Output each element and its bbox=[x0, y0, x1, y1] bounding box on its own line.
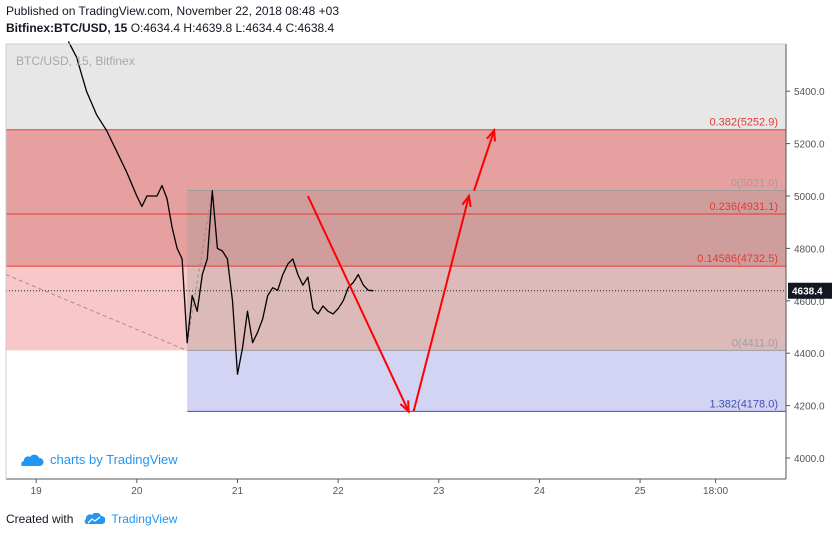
y-tick-label-5: 5000.0 bbox=[794, 192, 825, 203]
created-with-label: Created with bbox=[6, 512, 74, 526]
tv-watermark-label: charts by TradingView bbox=[50, 452, 178, 467]
symbol-watermark: BTC/USD, 15, Bitfinex bbox=[16, 54, 135, 68]
zone-box-gray bbox=[187, 190, 787, 351]
y-tick-label-0: 4000.0 bbox=[794, 454, 825, 465]
arrow-head-0 bbox=[399, 400, 410, 414]
symbol-line: Bitfinex:BTC/USD, 15 O:4634.4 H:4639.8 L… bbox=[6, 21, 334, 35]
published-line: Published on TradingView.com, November 2… bbox=[6, 4, 339, 18]
ohlc-values: O:4634.4 H:4639.8 L:4634.4 C:4638.4 bbox=[130, 21, 335, 35]
arrow-head-1 bbox=[461, 193, 472, 208]
y-tick-label-7: 5400.0 bbox=[794, 87, 825, 98]
fib-label-5: 1.382(4178.0) bbox=[710, 398, 779, 410]
x-tick-label-4: 23 bbox=[433, 486, 445, 497]
arrow-line-1 bbox=[412, 195, 470, 412]
y-tick-label-4: 4800.0 bbox=[794, 244, 825, 255]
y-tick-label-3: 4600.0 bbox=[794, 297, 825, 308]
zone-fib-blue bbox=[187, 350, 787, 412]
y-tick-label-2: 4400.0 bbox=[794, 349, 825, 360]
arrow-head-2 bbox=[486, 128, 496, 142]
fib-label-4: 0(4411.0) bbox=[732, 337, 778, 349]
diag-line-dashed bbox=[186, 190, 213, 343]
trend-line-dashed bbox=[5, 274, 188, 352]
fib-label-2: 0.236(4931.1) bbox=[710, 201, 779, 213]
footer: Created with TradingView bbox=[6, 512, 177, 526]
zone-fib-red bbox=[6, 129, 786, 267]
zone-fib-pink bbox=[6, 266, 786, 351]
x-tick-label-1: 20 bbox=[131, 486, 143, 497]
x-tick-label-2: 21 bbox=[232, 486, 244, 497]
tv-cloud-icon bbox=[21, 454, 44, 466]
zone-upper-gray bbox=[6, 44, 786, 130]
y-tick-label-1: 4200.0 bbox=[794, 402, 825, 413]
arrow-line-2 bbox=[473, 130, 496, 192]
x-tick-label-6: 25 bbox=[635, 486, 647, 497]
x-tick-label-5: 24 bbox=[534, 486, 546, 497]
x-tick-label-0: 19 bbox=[31, 486, 43, 497]
tv-watermark: charts by TradingView bbox=[21, 452, 178, 467]
arrow-line-0 bbox=[307, 195, 410, 412]
fib-label-1: 0(5021.0) bbox=[731, 177, 778, 189]
y-tick-label-6: 5200.0 bbox=[794, 140, 825, 151]
x-tick-label-3: 22 bbox=[333, 486, 345, 497]
x-tick-label-7: 18:00 bbox=[703, 486, 728, 497]
fib-label-3: 0.14586(4732.5) bbox=[697, 253, 778, 265]
fib-label-0: 0.382(5252.9) bbox=[710, 117, 779, 129]
tradingview-brand[interactable]: TradingView bbox=[111, 512, 178, 526]
price-series-line bbox=[67, 41, 374, 375]
price-tag-label: 4638.4 bbox=[792, 287, 823, 298]
symbol-interval: Bitfinex:BTC/USD, 15 bbox=[6, 21, 128, 35]
tradingview-cloud-icon bbox=[85, 513, 106, 524]
price-tag-box bbox=[788, 282, 832, 299]
